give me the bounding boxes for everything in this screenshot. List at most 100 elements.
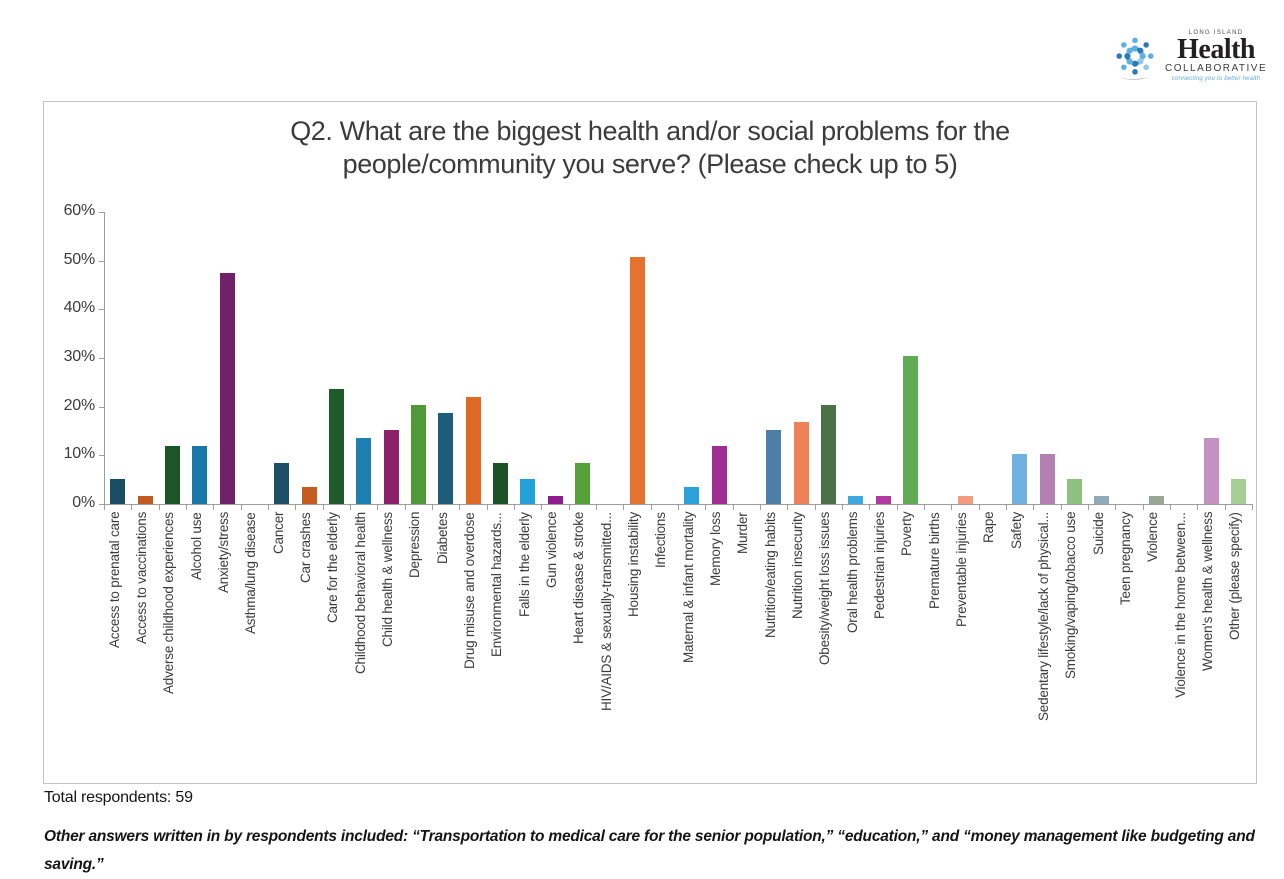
x-axis-label: Pedestrian injuries [872,512,887,620]
x-axis-label: Anxiety/stress [216,512,231,594]
x-axis-tick [541,505,543,510]
bar [875,496,891,504]
x-axis-label: Car crashes [298,512,313,583]
x-axis-label: Murder [735,512,751,554]
x-axis-tick [869,505,871,510]
bar [301,487,317,504]
x-axis-label: Teen pregnancy [1118,512,1133,606]
bar [520,479,536,504]
x-axis-tick [404,505,406,510]
x-axis-tick [268,505,269,510]
x-axis-tick [322,505,324,510]
x-axis-label: Poverty [899,512,915,557]
other-answers-note: Other answers written in by respondents … [44,828,1255,873]
x-axis-label: Child health & wellness [380,512,395,647]
bar [219,273,235,504]
x-axis-tick [787,505,789,510]
bar [164,446,180,504]
chart-title-line-1: Q2. What are the biggest health and/or s… [290,116,1010,146]
x-axis-tick [951,505,953,510]
x-axis-label: Safety [1008,512,1024,550]
bar [957,496,973,504]
x-axis-label: Access to prenatal care [106,512,122,649]
x-axis-tick [1252,505,1253,510]
x-axis-tick [1033,505,1035,510]
logo-region-label: LONG ISLAND [1188,30,1244,36]
logo-brand-name: Health [1177,34,1255,65]
bar [684,487,700,504]
x-axis-label: Premature births [926,512,942,609]
x-axis-tick [1060,505,1062,510]
x-axis-label: Cancer [270,512,286,555]
logo: LONG ISLAND Health COLLABORATIVE connect… [1108,28,1266,86]
y-axis-tick-label: 60% [63,202,96,219]
bar [629,257,645,504]
x-axis-label: Access to vaccinations [134,512,149,645]
y-axis-tick [99,212,104,213]
bar [1094,496,1110,504]
x-axis-tick [896,505,898,510]
x-axis-tick [350,505,351,510]
bar [465,397,481,504]
x-axis-label: Housing instability [626,512,641,618]
x-axis-tick [650,505,652,510]
chart-title: Q2. What are the biggest health and/or s… [44,115,1256,181]
x-axis-tick [432,505,433,510]
x-axis-label: Asthma/lung disease [243,512,259,634]
x-axis-label: Heart disease & stroke [571,512,587,645]
x-axis-tick [514,505,515,510]
x-axis-label: Suicide [1090,512,1106,555]
people-circle-icon [1116,37,1154,80]
bar [793,422,809,504]
x-axis-label: Care for the elderly [325,512,341,623]
total-respondents-text: Total respondents: 59 [44,789,193,806]
bar [766,430,782,504]
bar [137,496,153,504]
x-axis-tick [978,505,980,510]
bar [547,496,563,504]
logo-brand-subname: COLLABORATIVE [1165,63,1268,74]
x-axis-tick [1224,505,1226,510]
x-axis-tick [1088,505,1089,510]
y-axis-tick-label: 40% [63,299,96,317]
logo-tagline: connecting you to better health [1171,76,1261,82]
y-axis-tick-label: 50% [63,250,96,268]
x-axis-tick [377,505,379,510]
plot-area: 0% 10% 20% 30% 40% 50% 60% Access to prenatal c… [44,102,1256,783]
x-axis-label: HIV/AIDS & sexually-transmitted... [598,512,614,711]
y-axis-tick [99,260,104,262]
x-axis-tick [1170,505,1171,510]
bar [410,405,426,504]
bar [1203,438,1219,504]
y-axis-tick [99,358,104,359]
x-axis-label: Preventable injuries [954,512,969,627]
bar [383,430,399,504]
x-axis-label: Falls in the elderly [516,512,532,617]
x-axis-label: Other (please specify) [1227,512,1243,640]
y-axis-tick [99,455,104,457]
bar [110,479,126,504]
x-axis-tick [486,505,488,510]
x-axis-label: Smoking/vaping/tobacco use [1063,512,1079,680]
y-axis-tick [99,504,104,505]
bar [711,446,727,504]
bar [1066,479,1082,504]
y-axis-tick-label: 20% [63,396,96,414]
x-axis-tick [842,505,843,510]
y-axis-tick-label: 30% [63,348,96,365]
bar [1039,454,1055,504]
chart-frame: Q2. What are the biggest health and/or s… [43,101,1257,784]
chart-title-line-2: people/community you serve? (Please chec… [342,149,958,179]
bar [492,463,508,504]
x-axis-tick [814,505,816,510]
bar [192,446,208,504]
x-axis-tick [623,505,625,510]
bar [1148,496,1164,504]
x-axis-label: Gun violence [544,512,559,589]
bar [356,438,372,504]
x-axis-label: Sedentary lifestyle/lack of physical... [1036,512,1051,722]
x-axis-label: Environmental hazards... [489,512,505,657]
x-axis-label: Depression [407,512,423,579]
x-axis-label: Violence [1145,512,1161,562]
bar [274,463,290,504]
